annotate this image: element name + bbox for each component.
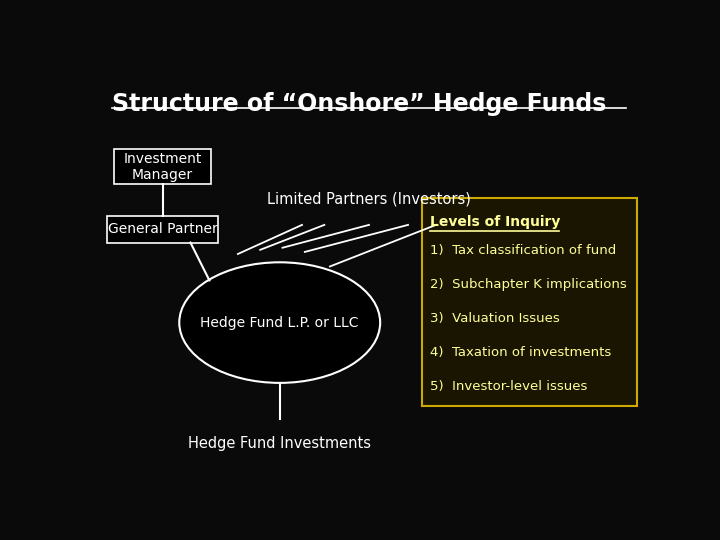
Text: Investment
Manager: Investment Manager	[123, 152, 202, 182]
Text: Hedge Fund L.P. or LLC: Hedge Fund L.P. or LLC	[200, 315, 359, 329]
FancyBboxPatch shape	[114, 149, 212, 184]
Text: Limited Partners (Investors): Limited Partners (Investors)	[267, 191, 471, 206]
Ellipse shape	[179, 262, 380, 383]
Text: 5)  Investor-level issues: 5) Investor-level issues	[431, 380, 588, 393]
Text: Structure of “Onshore” Hedge Funds: Structure of “Onshore” Hedge Funds	[112, 92, 607, 116]
Text: Levels of Inquiry: Levels of Inquiry	[431, 215, 561, 230]
Text: 4)  Taxation of investments: 4) Taxation of investments	[431, 346, 611, 359]
FancyBboxPatch shape	[422, 198, 637, 406]
FancyBboxPatch shape	[107, 215, 218, 242]
Text: General Partner: General Partner	[108, 222, 217, 236]
Text: Hedge Fund Investments: Hedge Fund Investments	[188, 436, 372, 451]
Text: 3)  Valuation Issues: 3) Valuation Issues	[431, 312, 560, 325]
Text: 1)  Tax classification of fund: 1) Tax classification of fund	[431, 244, 616, 256]
Text: 2)  Subchapter K implications: 2) Subchapter K implications	[431, 278, 627, 291]
